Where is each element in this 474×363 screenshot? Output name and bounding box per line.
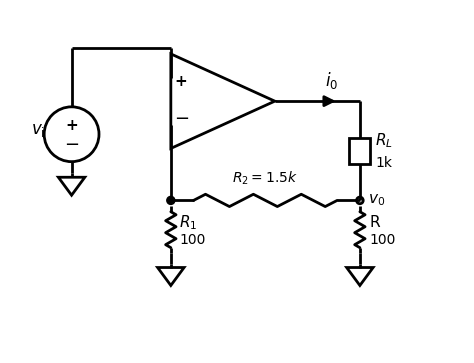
Circle shape bbox=[167, 196, 175, 204]
Text: $R_2=1.5k$: $R_2=1.5k$ bbox=[232, 170, 298, 187]
Text: −: − bbox=[64, 136, 79, 154]
Text: +: + bbox=[175, 74, 188, 89]
Text: +: + bbox=[65, 118, 78, 133]
Text: 100: 100 bbox=[179, 233, 206, 247]
Text: $v_\mathrm{i}$: $v_\mathrm{i}$ bbox=[30, 121, 45, 139]
Text: −: − bbox=[173, 110, 189, 128]
Text: $i_0$: $i_0$ bbox=[325, 70, 338, 91]
Text: $R_L$: $R_L$ bbox=[375, 131, 393, 150]
Bar bbox=[349, 138, 370, 164]
Text: R: R bbox=[369, 215, 380, 230]
Text: $v_0$: $v_0$ bbox=[368, 192, 385, 208]
Text: 100: 100 bbox=[369, 233, 396, 247]
Text: $R_1$: $R_1$ bbox=[179, 213, 198, 232]
Text: 1k: 1k bbox=[375, 156, 392, 170]
